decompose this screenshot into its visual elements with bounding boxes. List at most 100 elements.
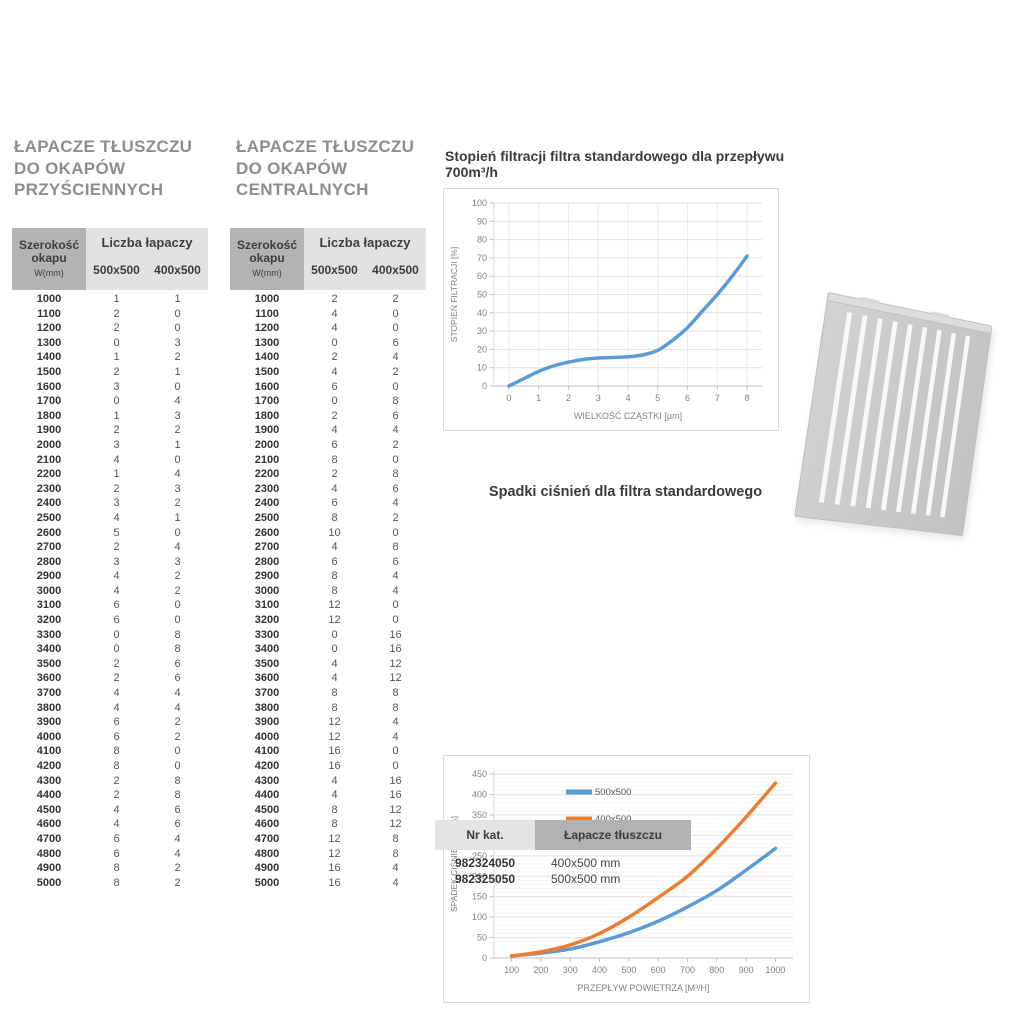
svg-text:100: 100 — [504, 965, 519, 975]
table-row: 3600 2 6 — [36, 672, 181, 685]
svg-text:7: 7 — [715, 393, 720, 403]
table-row: 1200 4 0 — [254, 322, 399, 335]
svg-text:0: 0 — [506, 393, 511, 403]
filter-panel — [794, 292, 993, 536]
table-body: 1000 2 2 1100 4 0 1200 4 0 1300 0 6 1400 2 4 1500 4 2 1600… — [230, 292, 426, 890]
section-title-przyscienne: ŁAPACZE TŁUSZCZU DO OKAPÓW PRZYŚCIENNYCH — [14, 137, 193, 199]
header-500x500: 500x500 — [311, 263, 358, 277]
table-row: 4800 6 4 — [36, 847, 181, 860]
svg-text:40: 40 — [477, 308, 487, 318]
svg-text:1000: 1000 — [765, 965, 785, 975]
table-row: 3700 4 4 — [36, 687, 181, 700]
table-row: 1000 1 1 — [36, 293, 181, 305]
table-row: 3200 12 0 — [254, 614, 399, 627]
catalog-header-lapacze-tluszczu: Łapacze tłuszczu — [535, 820, 691, 850]
svg-text:300: 300 — [563, 965, 578, 975]
svg-text:3: 3 — [596, 393, 601, 403]
svg-text:800: 800 — [709, 965, 724, 975]
svg-text:50: 50 — [477, 933, 487, 943]
table-row: 4400 2 8 — [36, 789, 181, 802]
svg-text:50: 50 — [477, 290, 487, 300]
table-row: 2700 4 8 — [254, 541, 399, 554]
table-row: 2500 4 1 — [36, 511, 181, 524]
table-row: 4900 16 4 — [254, 862, 399, 875]
table-row: 3800 8 8 — [254, 701, 399, 714]
svg-text:900: 900 — [739, 965, 754, 975]
catalog-row: 982324050 400x500 mm — [435, 855, 691, 871]
table-row: 4000 6 2 — [36, 730, 181, 743]
table-row: 1500 2 1 — [36, 365, 181, 378]
table-row: 3500 4 12 — [254, 657, 402, 670]
table-row: 4400 4 16 — [254, 789, 402, 802]
table-row: 3600 4 12 — [254, 672, 402, 685]
header-szerokosc-okapu: Szerokość okapu W(mm) — [230, 228, 304, 290]
filtration-chart-title: Stopień filtracji filtra standardowego d… — [445, 148, 785, 180]
svg-text:70: 70 — [477, 253, 487, 263]
svg-text:30: 30 — [477, 326, 487, 336]
table-row: 1200 2 0 — [36, 322, 181, 335]
table-row: 1900 4 4 — [254, 424, 399, 437]
svg-text:100: 100 — [472, 912, 487, 922]
svg-text:350: 350 — [472, 810, 487, 820]
table-body: 1000 1 1 1100 2 0 1200 2 0 1300 0 3 1400 1 2 1500 2 1 1600… — [12, 292, 208, 890]
table-row: 2300 2 3 — [36, 482, 181, 495]
table-row: 1700 0 8 — [254, 395, 399, 408]
table-row: 3900 6 2 — [36, 716, 181, 729]
table-row: 4600 4 6 — [36, 818, 181, 831]
table-row: 1800 1 3 — [36, 409, 181, 422]
table-header: Szerokość okapu W(mm) Liczba łapaczy 500… — [12, 228, 208, 290]
filter-baffle-slots — [807, 309, 979, 519]
table-row: 4300 4 16 — [254, 774, 402, 787]
table-row: 2900 8 4 — [254, 570, 399, 583]
grease-filter-photo — [794, 282, 1024, 582]
svg-text:0: 0 — [482, 953, 487, 963]
table-row: 2700 2 4 — [36, 541, 181, 554]
table-row: 5000 8 2 — [36, 876, 181, 889]
section-title-centralne: ŁAPACZE TŁUSZCZU DO OKAPÓW CENTRALNYCH — [236, 137, 415, 199]
svg-text:150: 150 — [472, 892, 487, 902]
svg-text:400: 400 — [472, 790, 487, 800]
table-row: 4700 6 4 — [36, 832, 181, 845]
table-row: 1100 4 0 — [255, 307, 399, 320]
svg-text:600: 600 — [651, 965, 666, 975]
svg-text:2: 2 — [566, 393, 571, 403]
table-row: 4800 12 8 — [254, 847, 399, 860]
svg-text:0: 0 — [482, 381, 487, 391]
table-row: 5000 16 4 — [254, 876, 399, 889]
svg-text:400: 400 — [592, 965, 607, 975]
table-row: 2100 8 0 — [254, 453, 399, 466]
table-row: 2800 3 3 — [36, 555, 181, 568]
table-row: 2600 10 0 — [254, 526, 399, 539]
table-row: 3100 6 0 — [36, 599, 181, 612]
table-row: 2400 6 4 — [254, 497, 399, 510]
table-row: 1300 0 6 — [254, 336, 399, 349]
table-row: 2100 4 0 — [36, 453, 181, 466]
table-row: 3400 0 16 — [254, 643, 402, 656]
table-row: 4300 2 8 — [36, 774, 181, 787]
catalog-row: 982325050 500x500 mm — [435, 871, 691, 887]
svg-text:450: 450 — [472, 769, 487, 779]
table-row: 3700 8 8 — [254, 687, 399, 700]
table-row: 2900 4 2 — [36, 570, 181, 583]
table-row: 3300 0 8 — [36, 628, 181, 641]
table-row: 2000 6 2 — [254, 438, 399, 451]
svg-text:8: 8 — [745, 393, 750, 403]
table-header: Szerokość okapu W(mm) Liczba łapaczy 500… — [230, 228, 426, 290]
svg-text:700: 700 — [680, 965, 695, 975]
table-row: 3800 4 4 — [36, 701, 181, 714]
svg-text:1: 1 — [536, 393, 541, 403]
table-row: 1900 2 2 — [36, 424, 181, 437]
svg-text:400x500: 400x500 — [595, 814, 631, 825]
catalog-size: 400x500 mm — [551, 856, 621, 870]
svg-text:80: 80 — [477, 235, 487, 245]
table-row: 2000 3 1 — [36, 438, 181, 451]
catalog-table: Nr kat. Łapacze tłuszczu 982324050 400x5… — [435, 820, 691, 887]
table-row: 4500 4 6 — [36, 803, 181, 816]
table-row: 3500 2 6 — [36, 657, 181, 670]
header-szerokosc-okapu: Szerokość okapu W(mm) — [12, 228, 86, 290]
table-row: 1300 0 3 — [36, 336, 181, 349]
svg-text:60: 60 — [477, 271, 487, 281]
header-400x500: 400x500 — [154, 263, 201, 277]
svg-text:STOPIEŃ FILTRACJI [%]: STOPIEŃ FILTRACJI [%] — [449, 247, 459, 343]
svg-text:200: 200 — [533, 965, 548, 975]
